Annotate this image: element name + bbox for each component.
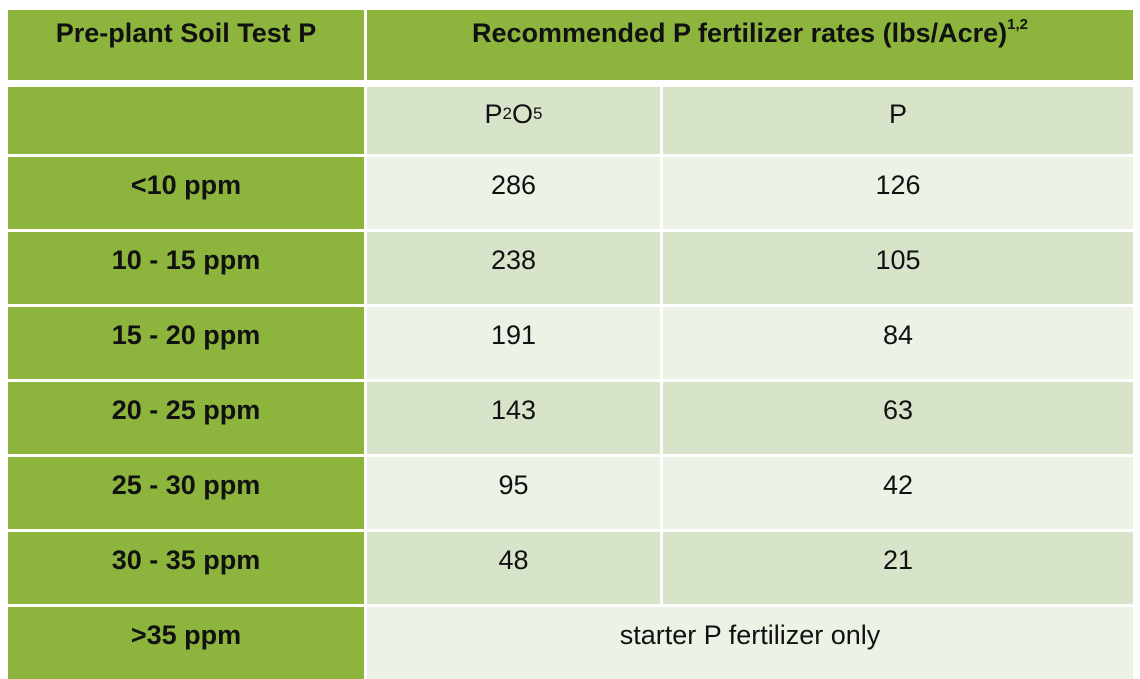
subheader-p-label: P	[888, 99, 907, 129]
p2o5-rate: 286	[367, 157, 663, 229]
soil-test-range: 25 - 30 ppm	[8, 457, 367, 529]
soil-test-range: 15 - 20 ppm	[8, 307, 367, 379]
p-rate: 21	[663, 532, 1133, 604]
soil-test-range: 30 - 35 ppm	[8, 532, 367, 604]
p-rate: 42	[663, 457, 1133, 529]
soil-test-range: <10 ppm	[8, 157, 367, 229]
p2o5-rate: 95	[367, 457, 663, 529]
p2o5-o: O	[512, 99, 534, 129]
p2o5-rate: 238	[367, 232, 663, 304]
p2o5-rate: 143	[367, 382, 663, 454]
subheader-p: P	[663, 87, 1133, 154]
table-row: 20 - 25 ppm 143 63	[8, 382, 1133, 457]
header-rates-label: Recommended P fertilizer rates (lbs/Acre…	[471, 18, 1008, 48]
p2o5-rate: 48	[367, 532, 663, 604]
soil-test-range: 10 - 15 ppm	[8, 232, 367, 304]
header-footnote-ref: 1,2	[1007, 16, 1029, 33]
fertilizer-rate-table: Pre-plant Soil Test P Recommended P fert…	[8, 10, 1133, 679]
p2o5-p: P	[484, 99, 503, 129]
p-rate: 105	[663, 232, 1133, 304]
table-header-row: Pre-plant Soil Test P Recommended P fert…	[8, 10, 1133, 87]
p2o5-sub-2: 2	[502, 104, 512, 123]
header-recommended-rates: Recommended P fertilizer rates (lbs/Acre…	[367, 10, 1133, 80]
soil-test-range: 20 - 25 ppm	[8, 382, 367, 454]
soil-test-range: >35 ppm	[8, 607, 367, 679]
table-row: 10 - 15 ppm 238 105	[8, 232, 1133, 307]
table-row: 15 - 20 ppm 191 84	[8, 307, 1133, 382]
table-row: 30 - 35 ppm 48 21	[8, 532, 1133, 607]
p2o5-rate: 191	[367, 307, 663, 379]
p-rate: 63	[663, 382, 1133, 454]
p-rate: 84	[663, 307, 1133, 379]
starter-note: starter P fertilizer only	[367, 607, 1133, 679]
table-row-last: >35 ppm starter P fertilizer only	[8, 607, 1133, 679]
p-rate: 126	[663, 157, 1133, 229]
p2o5-sub-5: 5	[533, 104, 543, 123]
header-soil-test-label: Pre-plant Soil Test P	[55, 18, 317, 48]
subheader-empty-cell	[8, 87, 367, 154]
table-row: 25 - 30 ppm 95 42	[8, 457, 1133, 532]
table-row: <10 ppm 286 126	[8, 157, 1133, 232]
header-soil-test: Pre-plant Soil Test P	[8, 10, 367, 80]
